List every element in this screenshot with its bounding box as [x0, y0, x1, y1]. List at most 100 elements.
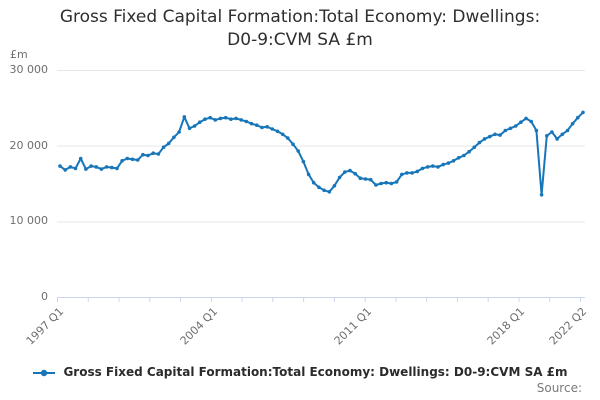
data-point-marker: [84, 167, 88, 171]
data-point-marker: [410, 171, 414, 175]
data-point-marker: [581, 110, 585, 115]
data-point-marker: [182, 115, 187, 119]
source-label: Source:: [536, 381, 582, 395]
data-point-marker: [265, 125, 269, 129]
data-point-marker: [135, 158, 140, 162]
data-point-marker: [110, 165, 114, 170]
data-point-marker: [560, 132, 565, 137]
data-point-marker: [99, 167, 104, 171]
data-point-marker: [420, 166, 425, 171]
chart-title: Gross Fixed Capital Formation:Total Econ…: [0, 6, 600, 52]
data-point-marker: [477, 140, 482, 145]
data-point-marker: [327, 190, 332, 194]
data-point-marker: [177, 130, 181, 134]
series-line: [59, 111, 584, 196]
chart-title-line1: Gross Fixed Capital Formation:Total Econ…: [59, 7, 541, 27]
data-point-marker: [73, 166, 78, 171]
data-point-marker: [425, 165, 430, 169]
data-point-marker: [394, 180, 399, 184]
data-point-marker: [493, 132, 497, 137]
data-point-marker: [389, 181, 394, 186]
data-point-marker: [239, 118, 243, 122]
data-point-marker: [539, 193, 544, 197]
data-point-marker: [456, 156, 461, 160]
data-point-marker: [89, 164, 93, 168]
y-tick-label: 0: [41, 290, 48, 303]
data-point-marker: [94, 165, 98, 169]
data-point-marker: [431, 164, 435, 168]
data-point-marker: [379, 181, 383, 186]
y-axis-unit-label: £m: [10, 48, 28, 61]
legend-item-label[interactable]: Gross Fixed Capital Formation:Total Econ…: [63, 365, 568, 379]
data-point-marker: [301, 159, 306, 164]
data-point-marker: [400, 172, 404, 177]
data-point-marker: [415, 169, 420, 174]
data-point-marker: [151, 151, 155, 155]
y-tick-label: 20 000: [9, 138, 49, 152]
data-point-marker: [244, 119, 249, 124]
data-point-marker: [208, 115, 212, 120]
data-point-marker: [280, 132, 285, 137]
data-point-marker: [141, 152, 145, 157]
data-point-marker: [63, 168, 67, 172]
data-point-marker: [58, 164, 62, 168]
data-point-marker: [545, 134, 549, 138]
data-point-marker: [104, 165, 109, 169]
data-point-marker: [187, 126, 192, 131]
data-point-marker: [446, 161, 451, 165]
data-point-marker: [203, 117, 207, 121]
data-point-marker: [462, 153, 466, 158]
data-point-marker: [120, 159, 124, 163]
data-point-marker: [172, 135, 176, 140]
data-point-marker: [436, 165, 440, 169]
data-point-marker: [384, 180, 389, 185]
data-point-marker: [555, 137, 559, 141]
data-point-marker: [198, 120, 202, 124]
data-point-marker: [270, 127, 275, 131]
data-point-marker: [472, 145, 477, 149]
data-point-marker: [125, 156, 130, 161]
data-point-marker: [368, 177, 373, 182]
data-point-marker: [374, 183, 378, 187]
data-point-marker: [524, 116, 528, 121]
data-point-marker: [565, 128, 570, 133]
data-point-marker: [213, 118, 218, 122]
data-point-marker: [249, 121, 254, 126]
data-point-marker: [576, 115, 580, 120]
data-point-marker: [519, 120, 523, 124]
data-point-marker: [570, 121, 575, 126]
data-point-marker: [451, 159, 456, 163]
data-point-marker: [275, 129, 280, 134]
data-point-marker: [229, 117, 233, 121]
data-point-marker: [291, 142, 295, 146]
data-point-marker: [78, 156, 83, 161]
data-point-marker: [358, 176, 363, 180]
data-point-marker: [254, 123, 259, 127]
data-point-marker: [234, 116, 238, 121]
data-point-marker: [317, 185, 321, 190]
data-point-marker: [311, 180, 316, 185]
legend: Gross Fixed Capital Formation:Total Econ…: [0, 363, 600, 381]
data-point-marker: [353, 171, 358, 176]
data-point-marker: [223, 115, 228, 120]
data-point-marker: [343, 170, 347, 174]
data-point-marker: [503, 128, 508, 133]
data-point-marker: [467, 149, 471, 154]
data-point-marker: [513, 124, 518, 128]
data-point-marker: [332, 184, 337, 188]
data-point-marker: [348, 168, 352, 173]
data-point-marker: [322, 188, 326, 193]
data-point-marker: [405, 171, 409, 175]
data-point-marker: [482, 137, 487, 141]
data-point-marker: [550, 130, 554, 134]
data-point-marker: [146, 153, 150, 158]
data-point-marker: [260, 125, 264, 130]
data-point-marker: [306, 172, 311, 177]
data-point-marker: [286, 136, 290, 140]
data-point-marker: [166, 141, 171, 146]
data-point-marker: [218, 116, 223, 121]
data-point-marker: [498, 133, 502, 137]
data-point-marker: [192, 124, 197, 128]
